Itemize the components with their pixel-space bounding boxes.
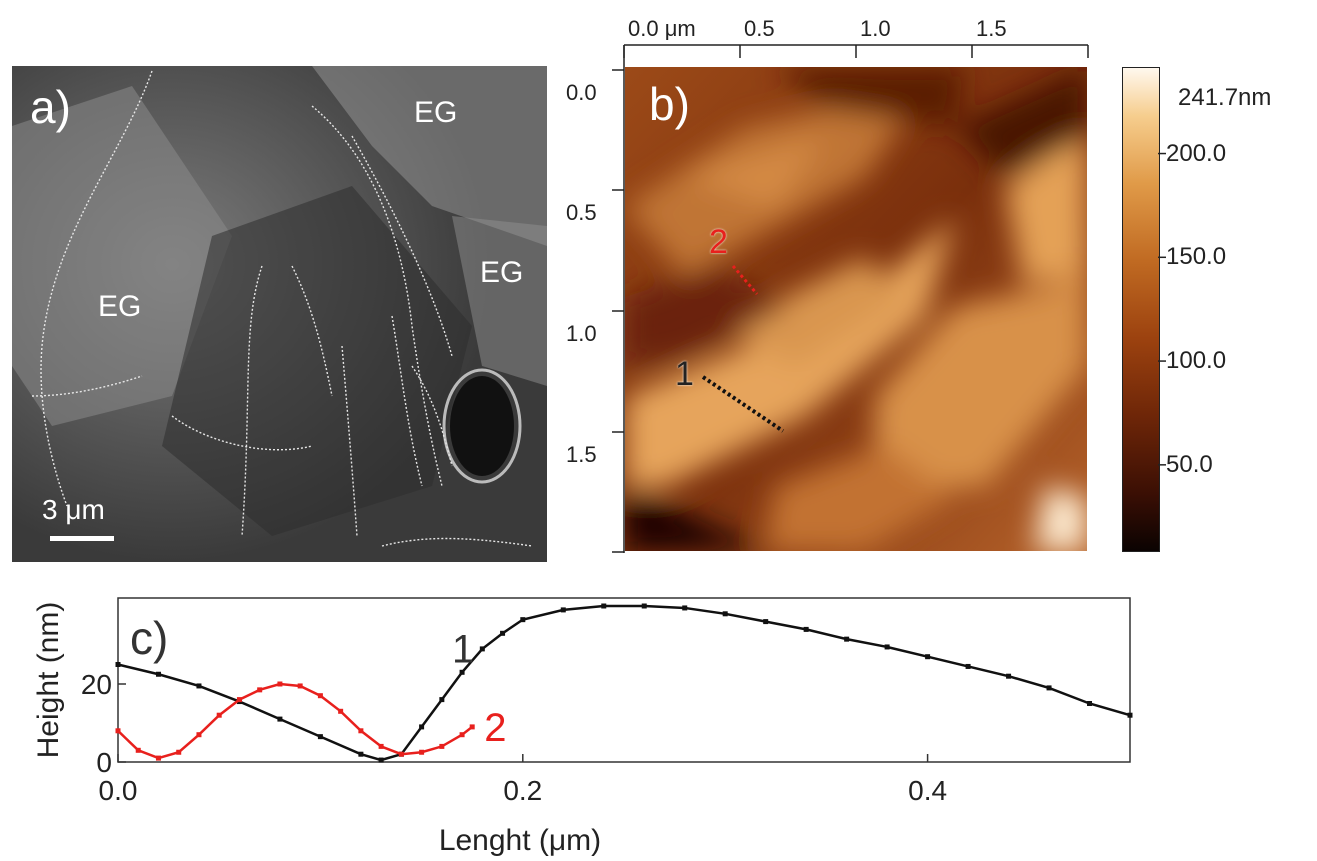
afm-y-tick: 1.5: [566, 442, 597, 467]
series-1-point: [560, 607, 566, 613]
series-1-point: [722, 611, 728, 617]
series-1-point: [682, 605, 688, 611]
colorbar-max-label: 241.7nm: [1178, 84, 1272, 111]
series-2-point: [469, 724, 475, 730]
series-1-point: [641, 603, 647, 609]
sem-texture: [12, 66, 547, 562]
series-1-point: [1127, 712, 1133, 718]
profile-label-2: 2: [709, 223, 728, 261]
series-1-point: [763, 619, 769, 625]
afm-image: b) 1 2: [625, 67, 1087, 551]
series-1-point: [317, 734, 323, 740]
afm-y-tick: 1.0: [566, 321, 597, 346]
y-axis-label: Height (nm): [32, 602, 65, 759]
series-2-point: [338, 708, 344, 714]
series-1-point: [601, 603, 607, 609]
series-2-point: [176, 749, 182, 755]
series-1-point: [1046, 685, 1052, 691]
series-2-point: [277, 681, 283, 687]
series-1-point: [479, 646, 485, 652]
plot-frame: [117, 597, 1131, 763]
y-tick-label: 0: [96, 747, 112, 778]
colorbar-tick-label: 200.0: [1166, 139, 1227, 167]
series-1-point: [358, 751, 364, 757]
series-1-point: [844, 636, 850, 642]
series-2-line: [117, 682, 473, 760]
eg-region-label: EG: [98, 290, 142, 323]
scale-bar-label: 3 μm: [42, 494, 105, 525]
profile-line-2: [731, 265, 759, 295]
series-2-point: [236, 697, 242, 703]
x-tick-label: 0.4: [908, 775, 947, 806]
afm-x-tick: 0.0 μm: [628, 16, 696, 41]
colorbar-tick-label: 50.0: [1166, 450, 1213, 478]
afm-axes: [612, 44, 1089, 553]
series-2-point: [297, 683, 303, 689]
series-1-point: [277, 716, 283, 722]
series-1-point: [1087, 701, 1093, 706]
x-tick-label: 0.2: [503, 775, 542, 806]
scale-bar: [50, 536, 114, 541]
series-1-point: [1006, 673, 1012, 679]
y-tick-label: 20: [81, 669, 112, 700]
series-2-point: [398, 751, 404, 757]
afm-y-tick: 0.0: [566, 80, 597, 105]
series-1-point: [115, 662, 121, 667]
series-1-point: [459, 669, 465, 675]
series-1-point: [520, 617, 526, 623]
series-1-point: [196, 683, 202, 689]
series-2-point: [257, 687, 263, 693]
afm-height-map: [625, 67, 1087, 551]
series-2-point: [419, 749, 425, 755]
series-2-point: [196, 732, 202, 738]
series-2-point: [358, 728, 364, 734]
series-2-point: [317, 693, 323, 699]
series-1-line: [117, 604, 1131, 762]
sem-image: a) EG EG EG 3 μm: [12, 66, 547, 562]
series-1-point: [439, 697, 445, 703]
series-2-point: [155, 755, 161, 761]
colorbar: [1122, 67, 1160, 552]
x-tick-label: 0.0: [99, 775, 138, 806]
series-1-point: [965, 663, 971, 669]
series-2-point: [378, 743, 384, 749]
series-1-point: [803, 626, 809, 632]
series-1-point: [925, 654, 931, 660]
series-2-point: [135, 747, 141, 753]
series-2-point: [216, 712, 222, 718]
afm-x-tick: 1.0: [860, 16, 891, 41]
profile-label-1: 1: [675, 355, 694, 393]
panel-a-label: a): [30, 81, 71, 133]
series-1-point: [884, 644, 890, 650]
panel-c-label: c): [130, 612, 168, 664]
series-1-point: [155, 671, 161, 677]
profile-line-1: [701, 375, 785, 433]
panel-b-label: b): [649, 78, 690, 130]
x-axis-label: Lenght (μm): [439, 824, 601, 857]
afm-y-tick: 0.5: [566, 200, 597, 225]
eg-region-label: EG: [414, 96, 458, 129]
series-1-point: [378, 757, 384, 763]
series-1-label: 1: [452, 627, 474, 671]
colorbar-ticks: [1158, 152, 1166, 466]
colorbar-tick-label: 150.0: [1166, 243, 1227, 271]
eg-region-label: EG: [480, 256, 524, 289]
series-1-point: [419, 724, 425, 730]
series-2-point: [115, 728, 121, 734]
afm-x-tick: 0.5: [744, 16, 775, 41]
series-2-label: 2: [484, 706, 506, 750]
colorbar-tick-label: 100.0: [1166, 347, 1227, 375]
series-2-point: [439, 743, 445, 749]
series-2-point: [459, 732, 465, 738]
profile-chart: 0.0 0.2 0.4 0 20 12 c) Height (nm) Lenght (…: [32, 597, 1133, 857]
afm-x-tick: 1.5: [976, 16, 1007, 41]
series-1-point: [500, 630, 506, 636]
